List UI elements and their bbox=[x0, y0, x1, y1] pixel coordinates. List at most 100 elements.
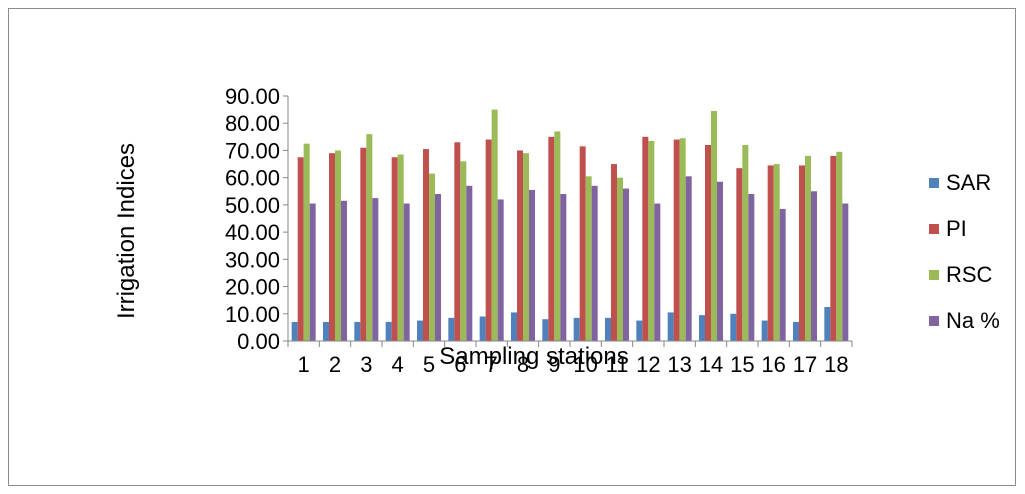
bar-sar-station-2 bbox=[323, 321, 329, 341]
bar-pi-station-14 bbox=[705, 145, 711, 341]
bar-pi-station-3 bbox=[360, 147, 367, 341]
bar-sar-station-12 bbox=[636, 320, 643, 341]
bar-chart: Irrigation Indices Sampling stations 0.0… bbox=[113, 84, 1000, 377]
y-tick-label: 50.00 bbox=[225, 193, 280, 218]
bar-sar-station-14 bbox=[699, 315, 705, 341]
legend-label-sar: SAR bbox=[946, 170, 991, 195]
y-tick-label: 90.00 bbox=[225, 84, 280, 109]
bar-rsc-station-15 bbox=[742, 145, 749, 341]
legend-swatch-pi bbox=[929, 224, 939, 234]
bar-na-station-1 bbox=[309, 203, 316, 341]
x-tick-label: 5 bbox=[423, 352, 435, 377]
bar-na-station-2 bbox=[341, 200, 347, 341]
bar-na-station-16 bbox=[779, 208, 786, 341]
legend-swatch-na bbox=[929, 316, 939, 326]
bar-pi-station-11 bbox=[611, 164, 617, 341]
bar-pi-station-6 bbox=[454, 142, 461, 341]
bar-rsc-station-11 bbox=[617, 177, 623, 341]
bar-na-station-6 bbox=[466, 185, 473, 341]
bar-sar-station-4 bbox=[385, 321, 392, 341]
bar-pi-station-5 bbox=[423, 149, 429, 341]
x-tick-label: 2 bbox=[329, 352, 341, 377]
y-tick-label: 0.00 bbox=[237, 329, 280, 354]
bar-pi-station-2 bbox=[329, 153, 335, 341]
bar-sar-station-5 bbox=[417, 320, 423, 341]
bar-sar-station-16 bbox=[761, 320, 768, 341]
x-tick-label: 10 bbox=[573, 352, 597, 377]
bar-rsc-station-3 bbox=[366, 134, 373, 341]
bar-sar-station-15 bbox=[730, 313, 737, 341]
bar-sar-station-7 bbox=[479, 316, 486, 341]
bar-rsc-station-10 bbox=[585, 176, 592, 341]
legend-label-rsc: RSC bbox=[946, 262, 993, 287]
bar-rsc-station-13 bbox=[679, 138, 686, 341]
y-tick-label: 80.00 bbox=[225, 111, 280, 136]
bar-na-station-11 bbox=[623, 188, 629, 341]
bar-pi-station-12 bbox=[642, 136, 649, 341]
bar-na-station-13 bbox=[685, 176, 692, 341]
x-tick-label: 17 bbox=[793, 352, 817, 377]
bar-sar-station-9 bbox=[542, 319, 549, 341]
legend-swatch-rsc bbox=[929, 270, 939, 280]
bars-group bbox=[291, 109, 849, 341]
bar-pi-station-15 bbox=[736, 168, 743, 341]
bar-rsc-station-6 bbox=[460, 161, 467, 341]
bar-na-station-8 bbox=[529, 189, 535, 341]
bar-sar-station-10 bbox=[573, 317, 580, 341]
bar-rsc-station-2 bbox=[335, 150, 341, 341]
bar-pi-station-4 bbox=[391, 157, 398, 341]
bar-rsc-station-12 bbox=[648, 140, 655, 341]
bar-na-station-7 bbox=[497, 199, 504, 341]
legend-label-na: Na % bbox=[946, 308, 1000, 333]
bar-rsc-station-8 bbox=[523, 153, 529, 341]
y-tick-label: 70.00 bbox=[225, 138, 280, 163]
x-tick-label: 6 bbox=[454, 352, 466, 377]
chart-frame: Irrigation Indices Sampling stations 0.0… bbox=[8, 8, 1016, 486]
x-tick-label: 16 bbox=[761, 352, 785, 377]
x-tick-label: 1 bbox=[298, 352, 310, 377]
bar-pi-station-9 bbox=[548, 136, 555, 341]
legend-swatch-sar bbox=[929, 178, 939, 188]
legend: SAR PI RSC Na % bbox=[929, 170, 1000, 333]
bar-sar-station-6 bbox=[448, 317, 455, 341]
bar-sar-station-8 bbox=[511, 312, 517, 341]
bar-pi-station-17 bbox=[799, 165, 805, 341]
bar-na-station-9 bbox=[560, 194, 567, 341]
bar-sar-station-13 bbox=[667, 312, 674, 341]
bar-rsc-station-4 bbox=[397, 154, 404, 341]
bar-na-station-15 bbox=[748, 194, 755, 341]
y-tick-label: 30.00 bbox=[225, 247, 280, 272]
x-tick-label: 3 bbox=[360, 352, 372, 377]
axes-group: 0.0010.0020.0030.0040.0050.0060.0070.008… bbox=[225, 84, 853, 377]
bar-na-station-17 bbox=[811, 191, 817, 341]
y-axis-title: Irrigation Indices bbox=[113, 143, 140, 319]
bar-na-station-10 bbox=[591, 185, 598, 341]
bar-rsc-station-9 bbox=[554, 131, 561, 341]
bar-pi-station-1 bbox=[297, 157, 304, 341]
y-tick-label: 60.00 bbox=[225, 166, 280, 191]
bar-rsc-station-18 bbox=[836, 151, 843, 341]
x-tick-label: 15 bbox=[730, 352, 754, 377]
bar-na-station-5 bbox=[435, 194, 441, 341]
bar-sar-station-11 bbox=[605, 317, 611, 341]
bar-pi-station-7 bbox=[485, 139, 492, 341]
legend-label-pi: PI bbox=[946, 216, 967, 241]
x-tick-label: 4 bbox=[392, 352, 404, 377]
x-tick-label: 18 bbox=[824, 352, 848, 377]
bar-sar-station-3 bbox=[354, 321, 361, 341]
x-tick-label: 8 bbox=[517, 352, 529, 377]
bar-pi-station-13 bbox=[673, 139, 680, 341]
bar-pi-station-10 bbox=[579, 146, 586, 341]
bar-na-station-3 bbox=[372, 198, 379, 341]
bar-rsc-station-1 bbox=[303, 143, 310, 341]
bar-na-station-4 bbox=[403, 203, 410, 341]
y-tick-label: 10.00 bbox=[225, 302, 280, 327]
bar-na-station-14 bbox=[717, 181, 723, 341]
bar-rsc-station-14 bbox=[711, 110, 717, 341]
bar-pi-station-16 bbox=[767, 165, 774, 341]
x-tick-label: 13 bbox=[667, 352, 691, 377]
x-tick-label: 7 bbox=[486, 352, 498, 377]
bar-sar-station-18 bbox=[824, 306, 831, 341]
bar-pi-station-8 bbox=[517, 150, 523, 341]
x-axis-title: Sampling stations bbox=[439, 343, 628, 370]
